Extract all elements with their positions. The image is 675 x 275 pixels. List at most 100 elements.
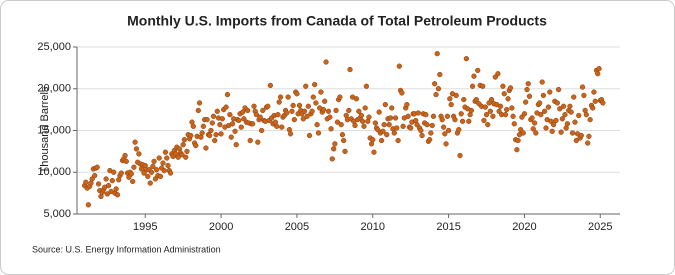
y-tick-label: 15,000 xyxy=(37,124,71,136)
data-point xyxy=(533,130,539,136)
data-point xyxy=(303,83,309,89)
data-point xyxy=(473,96,480,103)
data-point xyxy=(507,85,514,91)
data-point xyxy=(251,103,257,109)
data-point xyxy=(415,110,421,116)
data-point xyxy=(130,178,136,185)
data-point xyxy=(523,99,529,105)
data-point xyxy=(495,71,501,77)
data-point xyxy=(267,82,274,89)
data-point xyxy=(573,137,579,144)
data-point xyxy=(312,81,318,88)
data-point xyxy=(525,81,531,87)
data-point xyxy=(376,109,382,115)
data-point xyxy=(300,116,306,122)
data-point xyxy=(396,63,402,69)
data-point xyxy=(485,122,491,128)
data-point xyxy=(327,114,333,120)
data-point xyxy=(227,111,233,118)
data-point xyxy=(199,130,205,136)
data-point xyxy=(426,137,433,143)
data-point xyxy=(306,132,313,139)
data-point xyxy=(389,105,395,111)
data-point xyxy=(337,94,343,100)
data-point xyxy=(132,139,138,145)
data-point xyxy=(323,59,329,65)
data-point xyxy=(448,101,454,108)
data-point xyxy=(526,93,533,99)
x-tick-label: 2010 xyxy=(361,221,385,233)
data-point xyxy=(167,170,174,176)
data-point xyxy=(196,100,203,106)
data-point xyxy=(228,134,234,140)
data-point xyxy=(430,113,437,119)
data-point xyxy=(405,113,411,119)
data-point xyxy=(560,103,567,109)
data-point xyxy=(95,181,102,187)
data-point xyxy=(555,86,562,93)
data-point xyxy=(244,107,251,114)
data-point xyxy=(329,156,335,162)
data-point xyxy=(313,100,319,106)
data-point xyxy=(258,127,265,134)
data-point xyxy=(239,109,246,115)
data-point xyxy=(195,107,201,114)
data-point xyxy=(371,149,377,155)
data-point xyxy=(203,145,209,151)
data-point xyxy=(510,113,516,119)
data-point xyxy=(85,202,92,208)
data-point xyxy=(562,111,568,118)
data-point xyxy=(181,137,188,143)
data-point xyxy=(287,131,294,137)
data-point xyxy=(145,173,151,180)
data-point xyxy=(488,96,495,103)
data-point xyxy=(257,114,263,120)
data-point xyxy=(160,160,166,166)
data-point xyxy=(480,83,486,89)
data-point xyxy=(265,103,271,109)
data-point xyxy=(362,105,368,111)
data-point xyxy=(232,128,238,134)
data-point xyxy=(386,122,392,128)
data-point xyxy=(521,111,528,117)
data-point xyxy=(558,129,564,135)
data-point xyxy=(524,86,530,93)
data-point xyxy=(568,109,574,115)
data-point xyxy=(164,155,170,161)
data-point xyxy=(578,132,584,139)
data-point xyxy=(342,148,348,155)
data-point xyxy=(136,151,142,157)
data-point xyxy=(161,167,167,174)
data-point xyxy=(183,154,189,160)
data-point xyxy=(113,186,119,192)
data-point xyxy=(468,107,475,114)
data-point xyxy=(453,92,459,99)
x-tick-label: 2025 xyxy=(588,221,612,233)
data-point xyxy=(315,130,322,136)
data-point xyxy=(332,141,338,147)
data-point xyxy=(583,111,589,118)
data-point xyxy=(543,125,549,131)
source-note: Source: U.S. Energy Information Administ… xyxy=(32,244,221,254)
data-point xyxy=(600,100,606,106)
data-point xyxy=(123,158,129,165)
data-point xyxy=(380,128,386,134)
x-tick-label: 2020 xyxy=(512,221,536,233)
data-point xyxy=(213,132,219,138)
data-point xyxy=(505,96,511,102)
data-point xyxy=(366,114,372,120)
data-point xyxy=(590,105,596,111)
data-point xyxy=(530,126,536,132)
data-point xyxy=(165,162,171,169)
data-point xyxy=(104,191,110,197)
data-point xyxy=(153,167,160,173)
data-point xyxy=(557,106,563,112)
data-point xyxy=(585,140,591,146)
data-point xyxy=(459,118,466,124)
data-point xyxy=(456,127,462,133)
data-point xyxy=(359,118,366,124)
data-point xyxy=(443,141,449,147)
data-point xyxy=(447,96,453,102)
data-point xyxy=(180,142,186,148)
